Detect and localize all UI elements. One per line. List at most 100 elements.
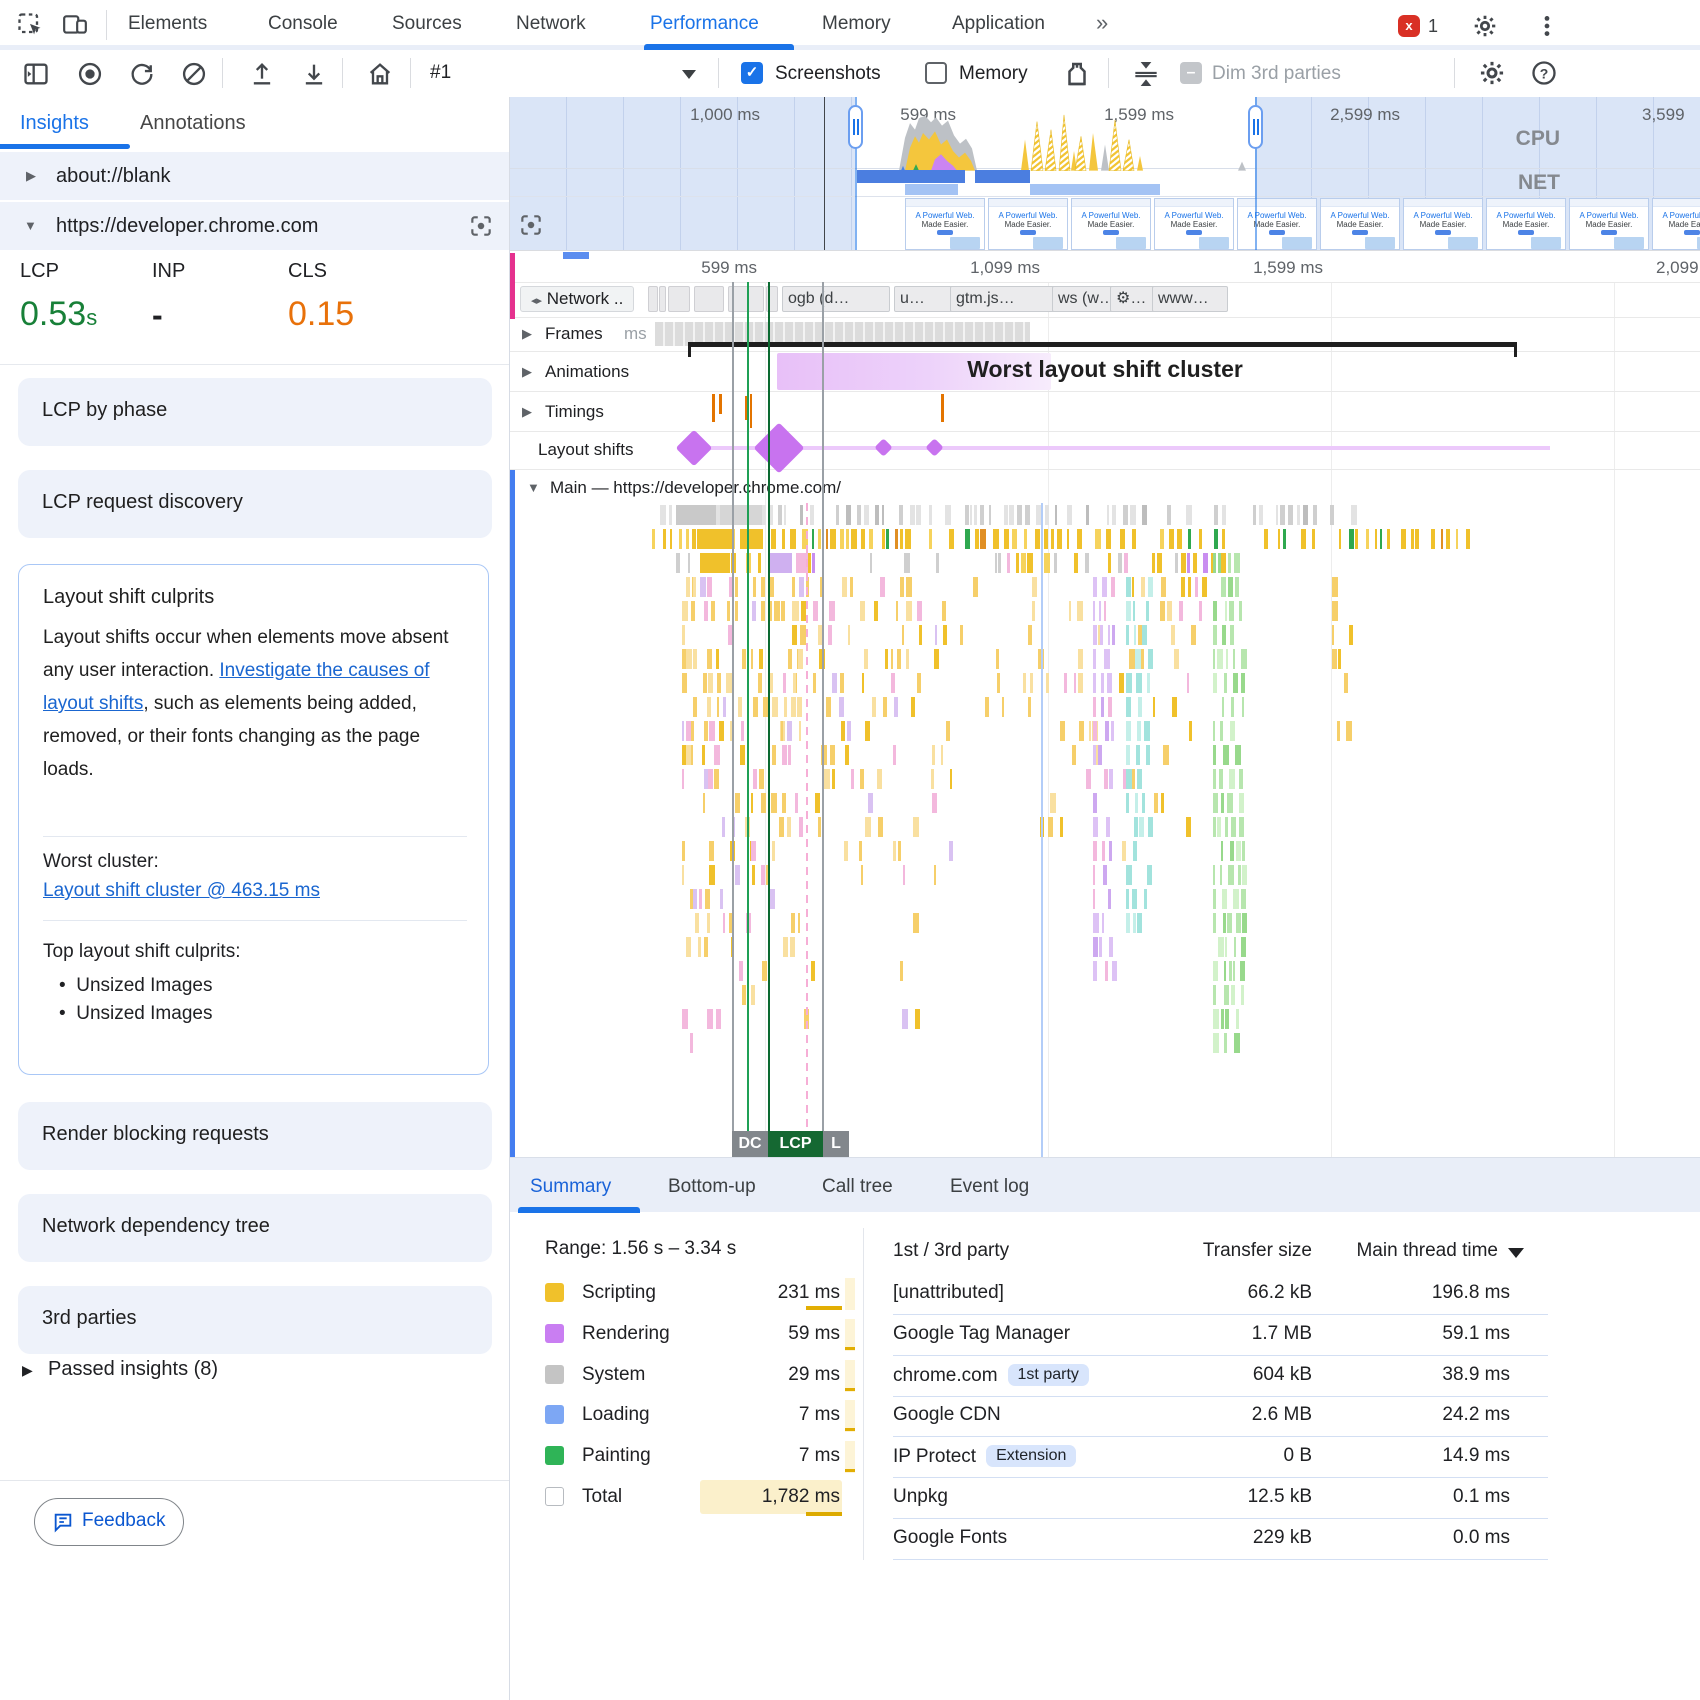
- help-icon[interactable]: ?: [1530, 59, 1558, 87]
- window-handle-right[interactable]: [1248, 105, 1263, 149]
- network-request-chip[interactable]: www…: [1152, 286, 1228, 312]
- investigate-link[interactable]: Investigate the causes of layout shifts: [43, 660, 430, 714]
- network-request-chip[interactable]: gtm.js…: [950, 286, 1062, 312]
- screenshots-checkbox[interactable]: ✓: [741, 62, 763, 84]
- filmstrip-thumbnail[interactable]: A Powerful Web.Made Easier.: [1652, 198, 1700, 250]
- table-row-name[interactable]: IP Protect Extension: [893, 1445, 1077, 1468]
- insight-card-lcp-request-discovery[interactable]: LCP request discovery: [18, 470, 492, 538]
- layout-shift-event[interactable]: [675, 429, 713, 467]
- tab-network[interactable]: Network: [516, 13, 586, 34]
- home-icon[interactable]: [366, 60, 394, 88]
- insight-card-3rd-parties[interactable]: 3rd parties: [18, 1286, 492, 1354]
- insight-card-layout-shift-culprits[interactable]: Layout shift culprits Layout shifts occu…: [18, 564, 489, 1075]
- filmstrip-thumbnail[interactable]: A Powerful Web.Made Easier.: [988, 198, 1068, 250]
- session-caret-icon[interactable]: [682, 70, 696, 79]
- tab-memory[interactable]: Memory: [822, 13, 891, 34]
- inspect-icon[interactable]: [16, 11, 44, 39]
- tab-application[interactable]: Application: [952, 13, 1045, 34]
- dim-3rd-parties-checkbox[interactable]: –: [1180, 62, 1202, 84]
- passed-insights-row[interactable]: ▶ Passed insights (8): [0, 1352, 509, 1396]
- layout-shift-event[interactable]: [925, 438, 944, 457]
- collapse-tracks-icon[interactable]: [1130, 58, 1162, 90]
- tab-insights[interactable]: Insights: [20, 112, 89, 134]
- error-badge-icon[interactable]: x: [1398, 15, 1420, 37]
- insight-card-lcp-by-phase[interactable]: LCP by phase: [18, 378, 492, 446]
- device-toolbar-icon[interactable]: [62, 12, 88, 38]
- upload-profile-icon[interactable]: [248, 60, 276, 88]
- timings-track-label[interactable]: Timings: [545, 402, 604, 421]
- filmstrip-thumbnail[interactable]: A Powerful Web.Made Easier.: [1320, 198, 1400, 250]
- table-row-name[interactable]: Google Fonts: [893, 1527, 1008, 1548]
- table-row-name[interactable]: Unpkg: [893, 1486, 948, 1507]
- insight-card-network-dependency[interactable]: Network dependency tree: [18, 1194, 492, 1262]
- feedback-button[interactable]: Feedback: [34, 1498, 184, 1546]
- load-marker-chip[interactable]: L: [823, 1131, 849, 1157]
- table-row-name[interactable]: Google Tag Manager: [893, 1323, 1071, 1344]
- table-header-party[interactable]: 1st / 3rd party: [893, 1240, 1010, 1261]
- table-row-name[interactable]: chrome.com 1st party: [893, 1364, 1089, 1387]
- filmstrip-thumbnail[interactable]: A Powerful Web.Made Easier.: [1237, 198, 1317, 250]
- tab-call-tree[interactable]: Call tree: [822, 1176, 893, 1197]
- tab-elements[interactable]: Elements: [128, 13, 208, 34]
- layout-shift-event[interactable]: [874, 438, 893, 457]
- insight-card-render-blocking[interactable]: Render blocking requests: [18, 1102, 492, 1170]
- table-row-name[interactable]: [unattributed]: [893, 1282, 1004, 1303]
- filmstrip-thumbnail[interactable]: A Powerful Web.Made Easier.: [1569, 198, 1649, 250]
- network-request-chip[interactable]: ogb (d…: [782, 286, 890, 312]
- sort-descending-icon[interactable]: [1508, 1248, 1524, 1258]
- clear-icon[interactable]: [180, 60, 208, 88]
- table-header-size[interactable]: Transfer size: [1202, 1240, 1312, 1261]
- record-icon[interactable]: [76, 60, 104, 88]
- table-header-time[interactable]: Main thread time: [1356, 1240, 1498, 1261]
- timings-expand-icon[interactable]: ▶: [522, 404, 532, 419]
- timeline-minimap[interactable]: 1,000 ms 599 ms 1,599 ms 2,599 ms 3,599 …: [510, 97, 1700, 251]
- dcl-marker-chip[interactable]: DC: [732, 1131, 768, 1157]
- toggle-sidebar-icon[interactable]: [22, 60, 50, 88]
- network-request-chip[interactable]: ws (w…: [1052, 286, 1120, 312]
- animations-track-label[interactable]: Animations: [545, 362, 630, 381]
- settings-gear-icon[interactable]: [1472, 13, 1498, 39]
- tab-console[interactable]: Console: [268, 13, 338, 34]
- filmstrip-thumbnail[interactable]: A Powerful Web.Made Easier.: [1486, 198, 1566, 250]
- field-inspect-icon[interactable]: [468, 213, 494, 239]
- tab-event-log[interactable]: Event log: [950, 1176, 1030, 1197]
- flame-bar: [1221, 625, 1227, 645]
- worst-cluster-link[interactable]: Layout shift cluster @ 463.15 ms: [43, 880, 320, 901]
- chevron-right-icon[interactable]: ▶: [26, 168, 36, 183]
- reload-record-icon[interactable]: [128, 60, 156, 88]
- tab-sources[interactable]: Sources: [392, 13, 462, 34]
- filmstrip-thumbnail[interactable]: A Powerful Web.Made Easier.: [905, 198, 985, 250]
- capture-settings-gear-icon[interactable]: [1478, 59, 1506, 87]
- filmstrip-thumbnail[interactable]: A Powerful Web.Made Easier.: [1071, 198, 1151, 250]
- origin-row-blank[interactable]: ▶ about://blank: [0, 152, 509, 200]
- main-collapse-icon[interactable]: ▼: [527, 480, 540, 495]
- main-track-label[interactable]: Main — https://developer.chrome.com/: [550, 478, 842, 497]
- origin-row-chrome[interactable]: ▼ https://developer.chrome.com: [0, 202, 509, 250]
- network-request-chip[interactable]: u…: [894, 286, 954, 312]
- tab-summary[interactable]: Summary: [530, 1176, 612, 1197]
- session-select[interactable]: #1: [430, 62, 452, 83]
- filmstrip-thumbnail[interactable]: A Powerful Web.Made Easier.: [1403, 198, 1483, 250]
- tab-performance[interactable]: Performance: [650, 13, 759, 34]
- frames-expand-icon[interactable]: ▶: [522, 326, 532, 341]
- memory-label[interactable]: Memory: [959, 63, 1028, 84]
- lcp-marker-chip[interactable]: LCP: [768, 1131, 823, 1157]
- memory-checkbox[interactable]: [925, 62, 947, 84]
- layout-shifts-track-label[interactable]: Layout shifts: [538, 440, 634, 459]
- table-row-name[interactable]: Google CDN: [893, 1404, 1001, 1425]
- more-tabs-chevron-icon[interactable]: »: [1096, 10, 1109, 35]
- screenshots-label[interactable]: Screenshots: [775, 63, 881, 84]
- filmstrip-thumbnail[interactable]: A Powerful Web.Made Easier.: [1154, 198, 1234, 250]
- kebab-menu-icon[interactable]: [1534, 13, 1560, 39]
- chevron-down-icon[interactable]: ▼: [24, 218, 37, 233]
- animations-expand-icon[interactable]: ▶: [522, 364, 532, 379]
- tab-bottom-up[interactable]: Bottom-up: [668, 1176, 756, 1197]
- download-profile-icon[interactable]: [300, 60, 328, 88]
- tab-annotations[interactable]: Annotations: [140, 112, 246, 134]
- frames-track-label[interactable]: Frames: [545, 324, 603, 343]
- collect-garbage-icon[interactable]: [1062, 59, 1092, 89]
- screenshot-zoom-icon[interactable]: [518, 212, 544, 238]
- expander-icon[interactable]: ◂▸: [531, 295, 543, 307]
- window-handle-left[interactable]: [848, 105, 863, 149]
- network-track-label[interactable]: ◂▸ Network ..: [520, 286, 635, 312]
